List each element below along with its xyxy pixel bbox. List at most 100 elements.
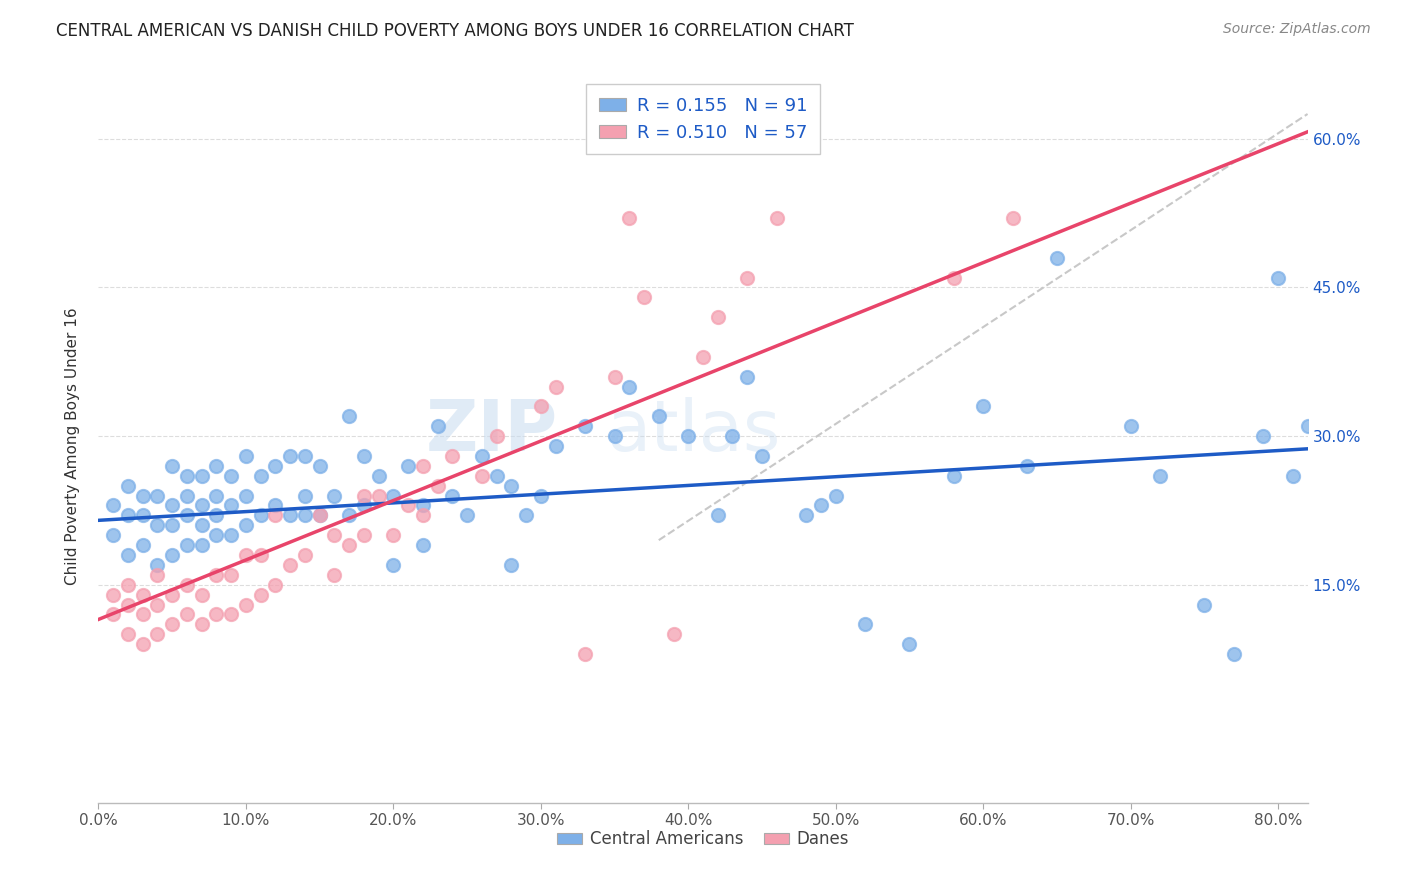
Danes <box>146 567 169 582</box>
Danes <box>160 588 183 602</box>
Danes <box>323 567 346 582</box>
Danes <box>574 647 596 661</box>
Text: CENTRAL AMERICAN VS DANISH CHILD POVERTY AMONG BOYS UNDER 16 CORRELATION CHART: CENTRAL AMERICAN VS DANISH CHILD POVERTY… <box>56 22 853 40</box>
Central Americans <box>337 508 360 523</box>
Central Americans <box>219 499 242 513</box>
Central Americans <box>1149 468 1171 483</box>
Danes <box>117 578 139 592</box>
Central Americans <box>131 489 153 503</box>
Central Americans <box>485 468 508 483</box>
Danes <box>412 508 434 523</box>
Danes <box>485 429 508 443</box>
Danes <box>441 449 464 463</box>
Central Americans <box>603 429 626 443</box>
Danes <box>619 211 641 225</box>
Central Americans <box>1223 647 1246 661</box>
Central Americans <box>810 499 832 513</box>
Central Americans <box>131 538 153 552</box>
Central Americans <box>160 458 183 473</box>
Central Americans <box>471 449 494 463</box>
Central Americans <box>972 400 994 414</box>
Central Americans <box>353 499 375 513</box>
Central Americans <box>249 468 271 483</box>
Danes <box>353 528 375 542</box>
Central Americans <box>176 468 198 483</box>
Danes <box>264 578 287 592</box>
Danes <box>530 400 553 414</box>
Central Americans <box>337 409 360 424</box>
Central Americans <box>1282 468 1305 483</box>
Danes <box>235 598 257 612</box>
Text: atlas: atlas <box>606 397 780 467</box>
Central Americans <box>146 518 169 533</box>
Central Americans <box>205 458 228 473</box>
Central Americans <box>117 548 139 562</box>
Central Americans <box>190 538 212 552</box>
Danes <box>735 270 758 285</box>
Central Americans <box>101 499 124 513</box>
Central Americans <box>190 499 212 513</box>
Danes <box>219 567 242 582</box>
Central Americans <box>1119 419 1142 434</box>
Central Americans <box>205 508 228 523</box>
Central Americans <box>205 489 228 503</box>
Danes <box>382 528 405 542</box>
Danes <box>294 548 316 562</box>
Central Americans <box>264 458 287 473</box>
Danes <box>101 607 124 622</box>
Danes <box>160 617 183 632</box>
Central Americans <box>117 478 139 492</box>
Central Americans <box>530 489 553 503</box>
Central Americans <box>249 508 271 523</box>
Central Americans <box>176 508 198 523</box>
Danes <box>219 607 242 622</box>
Danes <box>117 627 139 641</box>
Danes <box>101 588 124 602</box>
Danes <box>544 379 567 393</box>
Central Americans <box>1253 429 1275 443</box>
Text: Source: ZipAtlas.com: Source: ZipAtlas.com <box>1223 22 1371 37</box>
Danes <box>367 489 389 503</box>
Central Americans <box>574 419 596 434</box>
Danes <box>662 627 685 641</box>
Danes <box>117 598 139 612</box>
Central Americans <box>706 508 728 523</box>
Danes <box>471 468 494 483</box>
Central Americans <box>751 449 773 463</box>
Danes <box>131 607 153 622</box>
Central Americans <box>235 489 257 503</box>
Central Americans <box>501 478 523 492</box>
Central Americans <box>160 548 183 562</box>
Danes <box>633 290 655 304</box>
Central Americans <box>294 508 316 523</box>
Danes <box>396 499 419 513</box>
Central Americans <box>824 489 846 503</box>
Danes <box>353 489 375 503</box>
Central Americans <box>942 468 965 483</box>
Central Americans <box>721 429 744 443</box>
Central Americans <box>146 558 169 572</box>
Central Americans <box>146 489 169 503</box>
Danes <box>249 588 271 602</box>
Central Americans <box>678 429 700 443</box>
Y-axis label: Child Poverty Among Boys Under 16: Child Poverty Among Boys Under 16 <box>65 307 80 585</box>
Central Americans <box>353 449 375 463</box>
Central Americans <box>308 458 330 473</box>
Central Americans <box>294 449 316 463</box>
Central Americans <box>160 499 183 513</box>
Danes <box>205 607 228 622</box>
Central Americans <box>117 508 139 523</box>
Central Americans <box>323 489 346 503</box>
Central Americans <box>101 528 124 542</box>
Central Americans <box>619 379 641 393</box>
Central Americans <box>264 499 287 513</box>
Danes <box>942 270 965 285</box>
Danes <box>765 211 787 225</box>
Danes <box>1001 211 1024 225</box>
Danes <box>176 578 198 592</box>
Legend: Central Americans, Danes: Central Americans, Danes <box>550 824 856 855</box>
Central Americans <box>456 508 478 523</box>
Danes <box>426 478 449 492</box>
Central Americans <box>412 499 434 513</box>
Central Americans <box>441 489 464 503</box>
